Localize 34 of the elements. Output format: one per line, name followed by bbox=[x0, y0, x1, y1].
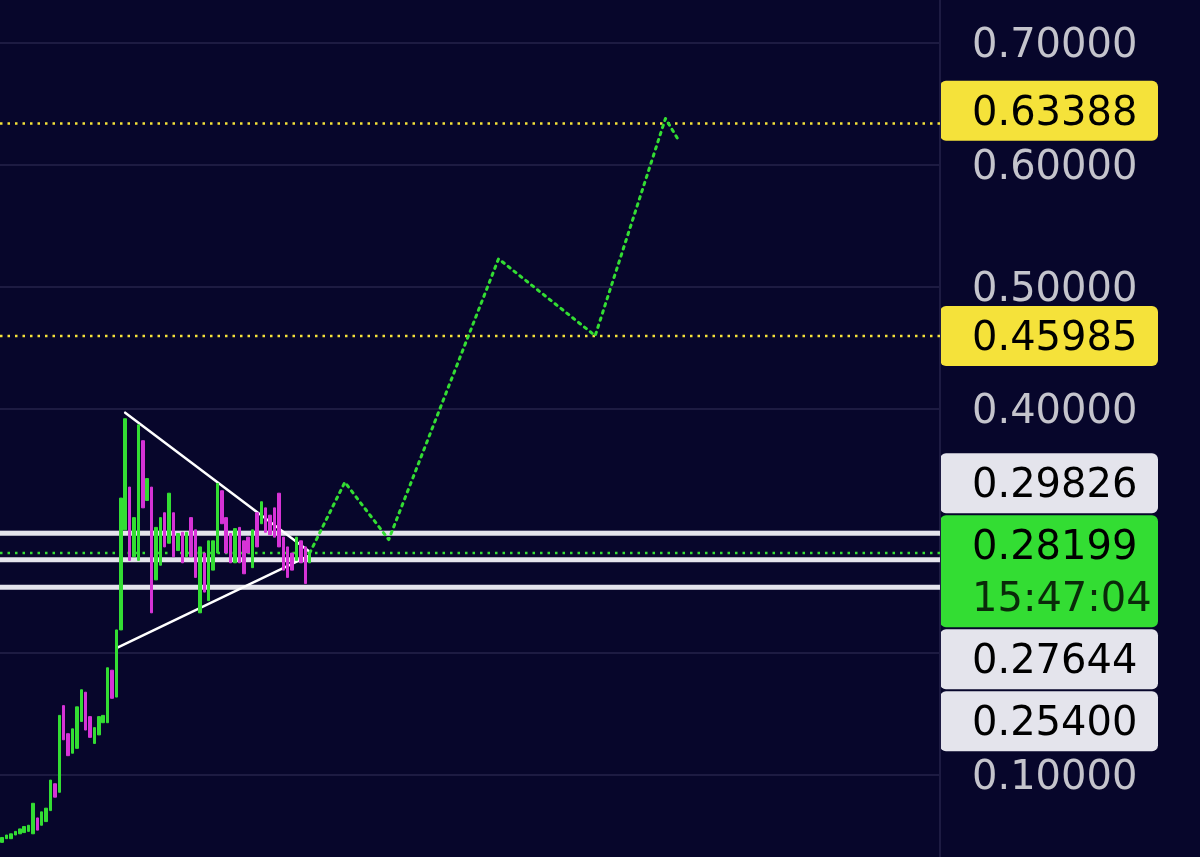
candlestick bbox=[18, 828, 22, 835]
candlestick bbox=[233, 528, 237, 564]
y-tick-label: 0.50000 bbox=[972, 263, 1138, 310]
candlestick bbox=[255, 512, 259, 548]
candlestick bbox=[36, 817, 39, 831]
candlestick bbox=[150, 486, 153, 614]
ref-line-label: 0.63388 bbox=[972, 87, 1138, 134]
candlestick bbox=[145, 478, 149, 502]
candlestick bbox=[0, 836, 4, 843]
ref-line-label: 0.29826 bbox=[972, 460, 1138, 507]
ref-line-label: 0.45985 bbox=[972, 312, 1138, 359]
y-tick-label: 0.70000 bbox=[972, 19, 1138, 66]
y-tick-label: 0.10000 bbox=[972, 752, 1138, 799]
candlestick bbox=[172, 512, 175, 558]
candlestick bbox=[260, 501, 263, 525]
candlestick bbox=[58, 714, 61, 793]
candlestick bbox=[181, 531, 184, 564]
y-tick-label: 0.60000 bbox=[972, 141, 1138, 188]
text: 15:47:04 bbox=[972, 574, 1152, 621]
y-tick-label: 0.40000 bbox=[972, 385, 1138, 432]
candlestick bbox=[203, 552, 206, 593]
candlestick bbox=[141, 440, 145, 509]
candlestick bbox=[9, 833, 13, 840]
candlestick bbox=[31, 802, 35, 835]
ref-line-label: 0.28199 bbox=[972, 522, 1138, 569]
ref-line-label: 0.27644 bbox=[972, 636, 1138, 683]
candlestick bbox=[110, 669, 114, 699]
ref-line-label: 0.25400 bbox=[972, 698, 1138, 745]
candlestick bbox=[163, 512, 166, 548]
candlestick bbox=[22, 825, 26, 834]
candlestick bbox=[128, 486, 131, 561]
candlestick bbox=[167, 492, 171, 544]
candlestick bbox=[176, 532, 180, 552]
candlestick bbox=[53, 783, 57, 798]
